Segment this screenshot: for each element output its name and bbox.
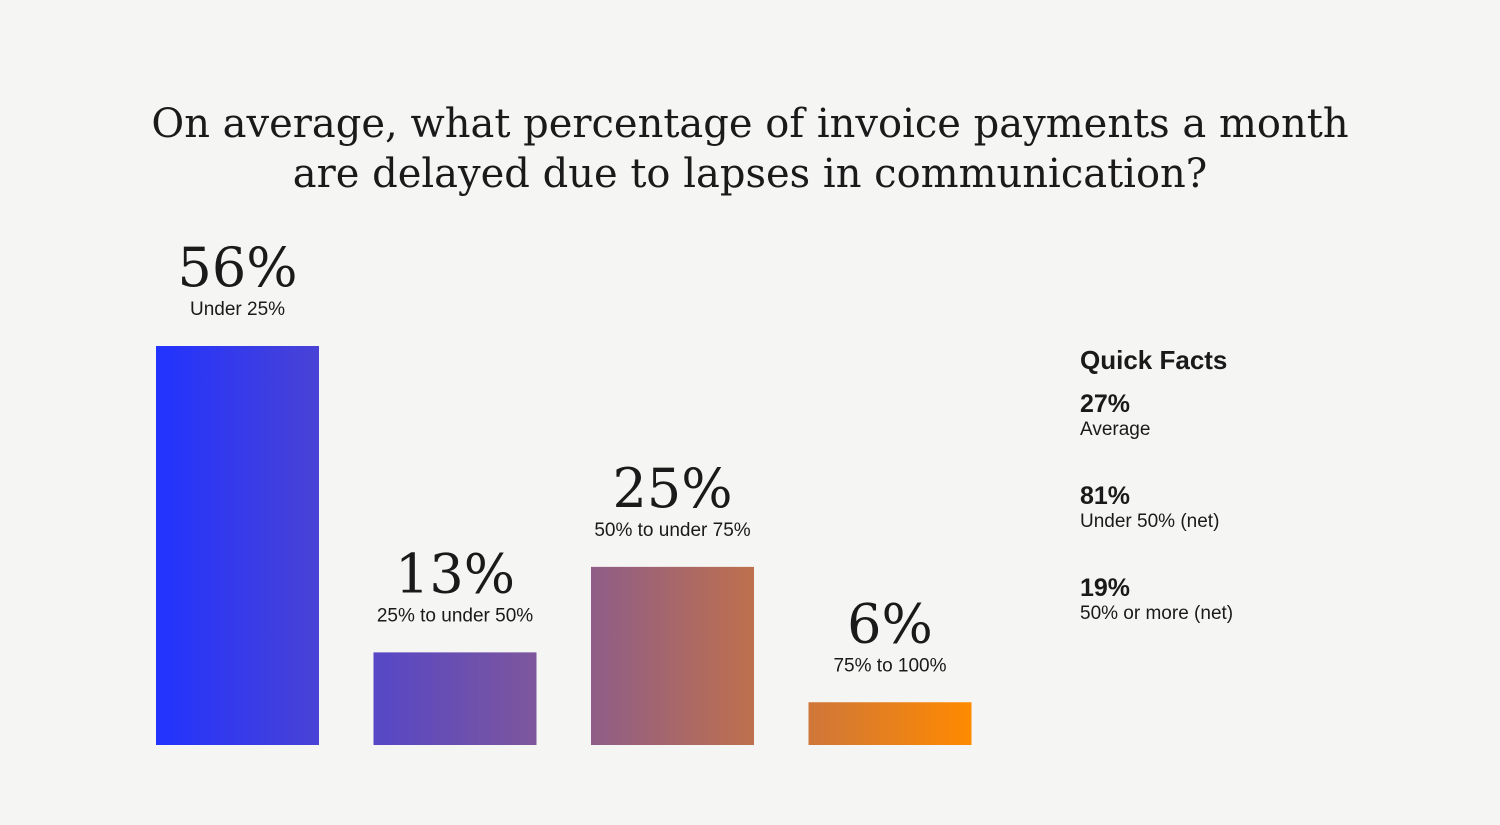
fact-label: 50% or more (net) [1080,603,1234,624]
chart-title: On average, what percentage of invoice p… [0,99,1500,199]
quick-facts-title: Quick Facts [1080,345,1228,375]
fact-value: 27% [1080,390,1131,418]
bar-2 [373,652,537,745]
bar-3 [591,566,754,745]
fact-50-or-more: 19% 50% or more (net) [1080,574,1233,626]
category-label: 25% to under 50% [377,605,533,626]
bar-4 [808,702,972,745]
category-label: 50% to under 75% [594,520,750,541]
fact-under-50: 81% Under 50% (net) [1080,482,1233,534]
category-label: Under 25% [190,299,285,320]
chart-title-line-1: On average, what percentage of invoice p… [151,100,1349,147]
value-label: 25% [612,457,732,520]
fact-label: Average [1080,419,1151,440]
value-label: 6% [847,592,933,655]
fact-value: 81% [1080,482,1131,510]
category-label: 75% to 100% [833,655,946,676]
value-label: 13% [395,542,515,605]
fact-value: 19% [1080,574,1131,602]
value-label: 56% [177,236,297,299]
fact-average: 27% Average [1080,390,1233,442]
quick-facts: Quick Facts 27% Average 81% Under 50% (n… [1080,345,1233,666]
chart-title-line-2: are delayed due to lapses in communicati… [292,150,1208,197]
fact-label: Under 50% (net) [1080,511,1220,532]
bar-chart: 56%Under 25% 13%25% to under 50% 25%50% to… [156,236,972,745]
bar-1 [156,346,319,745]
